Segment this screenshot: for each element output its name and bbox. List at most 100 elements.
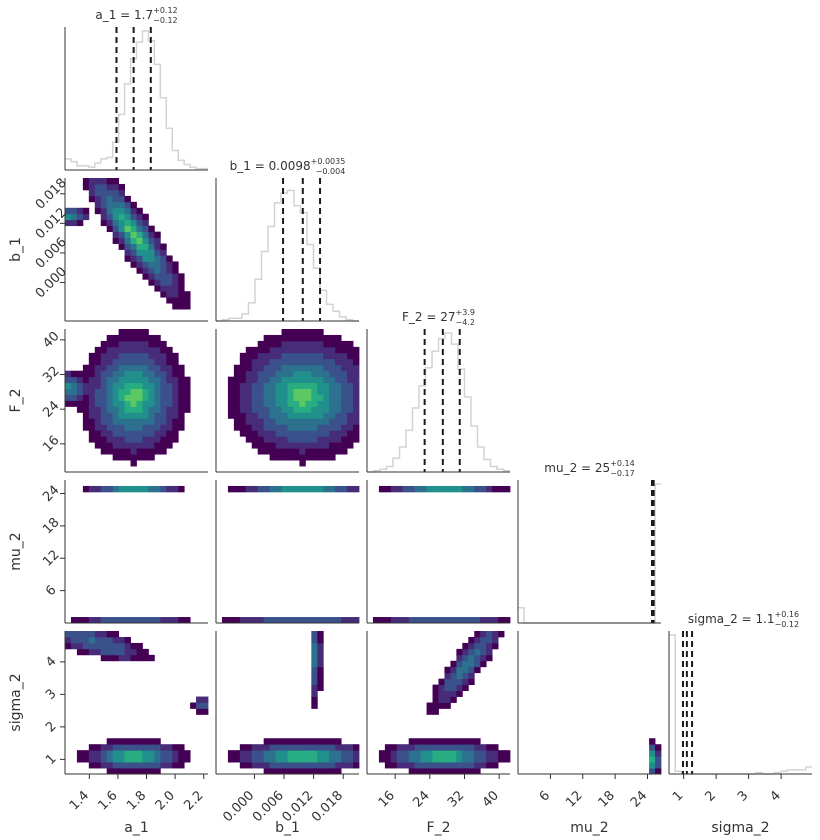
x-tick-label-F_2: 24 bbox=[410, 788, 432, 810]
contour-cell-b_1-F_2 bbox=[263, 394, 271, 401]
contour-cell-a_1-mu_2 bbox=[154, 485, 161, 493]
contour-cell-a_1-sigma_2 bbox=[124, 756, 131, 763]
contour-cell-a_1-F_2 bbox=[148, 352, 155, 360]
contour-cell-F_2-sigma_2 bbox=[426, 702, 433, 709]
contour-cell-b_1-F_2 bbox=[305, 436, 312, 443]
contour-cell-F_2-mu_2 bbox=[432, 617, 439, 624]
contour-cell-a_1-F_2 bbox=[178, 418, 185, 425]
contour-cell-a_1-sigma_2 bbox=[196, 708, 203, 715]
contour-cell-F_2-sigma_2 bbox=[444, 684, 451, 691]
contour-cell-b_1-F_2 bbox=[245, 382, 253, 389]
contour-cell-b_1-F_2 bbox=[269, 454, 276, 461]
contour-cell-a_1-b_1 bbox=[65, 207, 72, 215]
contour-cell-mu_2-sigma_2 bbox=[655, 762, 662, 769]
contour-cell-b_1-F_2 bbox=[275, 334, 282, 342]
contour-cell-a_1-sigma_2 bbox=[136, 750, 143, 757]
contour-cell-b_1-F_2 bbox=[341, 346, 348, 354]
contour-cell-b_1-F_2 bbox=[287, 334, 294, 342]
contour-cell-b_1-F_2 bbox=[323, 406, 330, 413]
contour-cell-a_1-sigma_2 bbox=[130, 738, 137, 745]
contour-cell-a_1-sigma_2 bbox=[106, 744, 114, 751]
contour-cell-a_1-F_2 bbox=[148, 364, 155, 372]
contour-cell-b_1-sigma_2 bbox=[275, 750, 282, 757]
contour-cell-b_1-F_2 bbox=[323, 358, 330, 366]
contour-cell-b_1-F_2 bbox=[287, 376, 294, 384]
contour-cell-a_1-F_2 bbox=[154, 406, 161, 413]
contour-cell-a_1-sigma_2 bbox=[82, 636, 90, 644]
contour-cell-a_1-F_2 bbox=[100, 358, 108, 366]
contour-cell-a_1-F_2 bbox=[65, 382, 72, 389]
contour-cell-b_1-F_2 bbox=[251, 394, 259, 401]
contour-cell-b_1-F_2 bbox=[245, 370, 253, 378]
x-tick-label-a_1: 1.4 bbox=[67, 788, 92, 813]
contour-cell-b_1-F_2 bbox=[305, 448, 312, 455]
contour-cell-a_1-F_2 bbox=[160, 448, 167, 455]
contour-cell-a_1-b_1 bbox=[160, 285, 167, 292]
contour-cell-a_1-F_2 bbox=[112, 430, 120, 437]
contour-cell-b_1-F_2 bbox=[305, 352, 312, 360]
contour-cell-b_1-F_2 bbox=[269, 346, 276, 354]
contour-cell-a_1-mu_2 bbox=[124, 617, 131, 624]
y-tick-label-sigma_2: 3 bbox=[43, 686, 59, 702]
contour-cell-a_1-F_2 bbox=[160, 346, 167, 354]
contour-cell-b_1-F_2 bbox=[293, 430, 300, 437]
contour-cell-a_1-F_2 bbox=[142, 418, 149, 425]
y-tick-label-mu_2: 12 bbox=[40, 547, 62, 569]
contour-cell-a_1-sigma_2 bbox=[184, 756, 191, 763]
contour-cell-a_1-mu_2 bbox=[178, 485, 185, 493]
contour-cell-a_1-mu_2 bbox=[88, 617, 96, 624]
contour-cell-a_1-F_2 bbox=[82, 364, 90, 372]
contour-cell-F_2-sigma_2 bbox=[438, 750, 445, 757]
contour-cell-F_2-sigma_2 bbox=[492, 636, 499, 644]
contour-cell-a_1-F_2 bbox=[106, 346, 114, 354]
contour-cell-F_2-sigma_2 bbox=[462, 666, 469, 674]
contour-cell-a_1-F_2 bbox=[124, 454, 131, 461]
contour-cell-F_2-sigma_2 bbox=[438, 696, 445, 703]
contour-cell-F_2-sigma_2 bbox=[432, 744, 439, 751]
contour-cell-b_1-F_2 bbox=[257, 388, 265, 395]
contour-cell-a_1-F_2 bbox=[94, 400, 102, 407]
contour-cell-a_1-F_2 bbox=[160, 364, 167, 372]
contour-cell-a_1-F_2 bbox=[65, 388, 72, 395]
contour-cell-F_2-sigma_2 bbox=[456, 690, 463, 697]
contour-cell-b_1-F_2 bbox=[329, 352, 336, 360]
contour-cell-F_2-sigma_2 bbox=[432, 708, 439, 715]
contour-cell-a_1-mu_2 bbox=[94, 617, 102, 624]
x-tick-label-mu_2: 6 bbox=[537, 788, 553, 804]
contour-cell-F_2-sigma_2 bbox=[486, 750, 493, 757]
contour-cell-a_1-sigma_2 bbox=[100, 642, 108, 650]
contour-cell-F_2-sigma_2 bbox=[474, 756, 481, 763]
contour-cell-a_1-F_2 bbox=[94, 376, 102, 384]
contour-cell-a_1-F_2 bbox=[118, 430, 125, 437]
contour-cell-b_1-F_2 bbox=[263, 436, 271, 443]
contour-cell-a_1-F_2 bbox=[166, 352, 173, 360]
contour-cell-b_1-mu_2 bbox=[299, 485, 306, 493]
contour-cell-a_1-b_1 bbox=[106, 207, 114, 215]
contour-cell-a_1-b_1 bbox=[148, 249, 155, 256]
contour-cell-b_1-F_2 bbox=[257, 418, 265, 425]
contour-cell-a_1-F_2 bbox=[142, 412, 149, 419]
contour-cell-a_1-F_2 bbox=[112, 400, 120, 407]
contour-cell-a_1-sigma_2 bbox=[148, 762, 155, 769]
panel-b_1-b_1 bbox=[216, 178, 359, 321]
contour-cell-a_1-mu_2 bbox=[106, 485, 114, 493]
contour-cell-b_1-sigma_2 bbox=[269, 738, 276, 745]
contour-cell-a_1-F_2 bbox=[88, 358, 96, 366]
contour-cell-a_1-F_2 bbox=[88, 352, 96, 360]
contour-cell-F_2-sigma_2 bbox=[450, 756, 457, 763]
title-name: b_1 bbox=[230, 159, 251, 173]
contour-cell-b_1-F_2 bbox=[347, 418, 354, 425]
title-a_1: a_1 = 1.7+0.12 bbox=[95, 6, 177, 22]
contour-cell-F_2-mu_2 bbox=[390, 485, 398, 493]
contour-cell-a_1-F_2 bbox=[76, 400, 84, 407]
contour-cell-a_1-F_2 bbox=[166, 358, 173, 366]
contour-cell-F_2-sigma_2 bbox=[456, 666, 463, 674]
contour-cell-b_1-F_2 bbox=[275, 346, 282, 354]
contour-cell-b_1-F_2 bbox=[263, 364, 271, 372]
contour-cell-a_1-sigma_2 bbox=[154, 744, 161, 751]
y-tick-label-sigma_2: 1 bbox=[43, 751, 59, 767]
contour-cell-b_1-sigma_2 bbox=[323, 750, 330, 757]
contour-cell-b_1-sigma_2 bbox=[263, 738, 271, 745]
contour-cell-F_2-sigma_2 bbox=[504, 750, 511, 757]
contour-cell-b_1-F_2 bbox=[329, 406, 336, 413]
